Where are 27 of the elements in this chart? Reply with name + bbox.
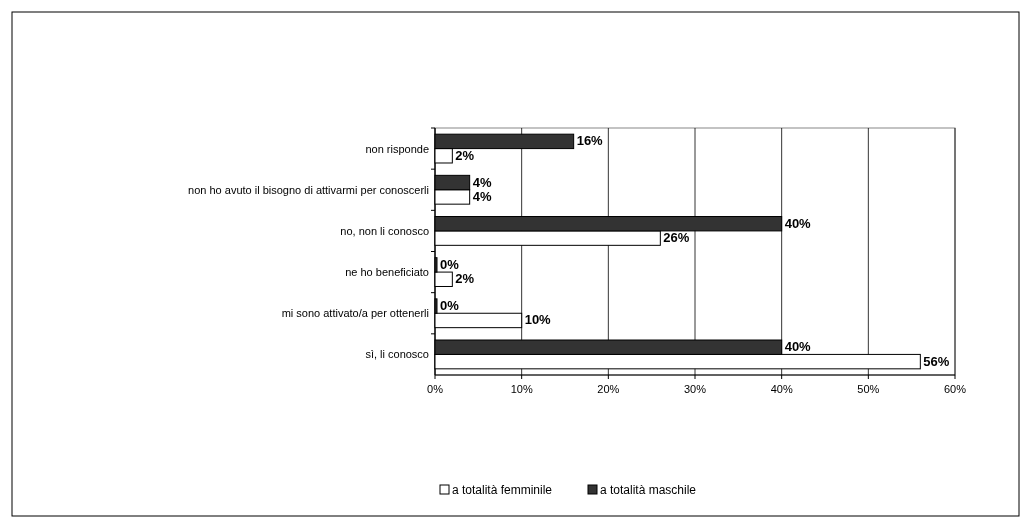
data-label: 4% xyxy=(472,174,492,190)
data-label: 2% xyxy=(455,147,475,163)
x-tick-label: 20% xyxy=(597,383,620,395)
y-tick-label: mi sono attivato/a per ottenerli xyxy=(281,307,429,320)
x-tick-label: 30% xyxy=(683,383,707,395)
data-label: 40% xyxy=(784,215,812,231)
y-tick-label: non ho avuto il bisogno di attivarmi per conoscerli xyxy=(188,183,429,196)
data-label: 26% xyxy=(663,230,690,246)
data-label: 16% xyxy=(576,133,604,149)
x-tick-label: 10% xyxy=(510,383,533,395)
data-label: 40% xyxy=(784,339,812,355)
data-label: 2% xyxy=(455,271,475,287)
y-tick-label: ne ho beneficiato xyxy=(345,266,429,279)
data-label: 0% xyxy=(440,298,460,314)
y-tick-label: sì, li conosco xyxy=(365,348,429,361)
x-tick-label: 50% xyxy=(857,383,880,395)
x-tick-label: 0% xyxy=(427,383,444,395)
data-label: 4% xyxy=(472,188,492,204)
y-tick-label: no, non li conosco xyxy=(340,224,429,237)
legend-label: a totalità femminile xyxy=(452,483,553,497)
y-tick-label: non risponde xyxy=(365,142,429,155)
data-label: 0% xyxy=(440,256,460,272)
x-tick-label: 40% xyxy=(770,383,793,395)
data-label: 56% xyxy=(923,353,950,369)
data-label: 10% xyxy=(524,312,552,328)
x-tick-label: 60% xyxy=(943,383,967,395)
legend-label: a totalità maschile xyxy=(600,483,697,497)
